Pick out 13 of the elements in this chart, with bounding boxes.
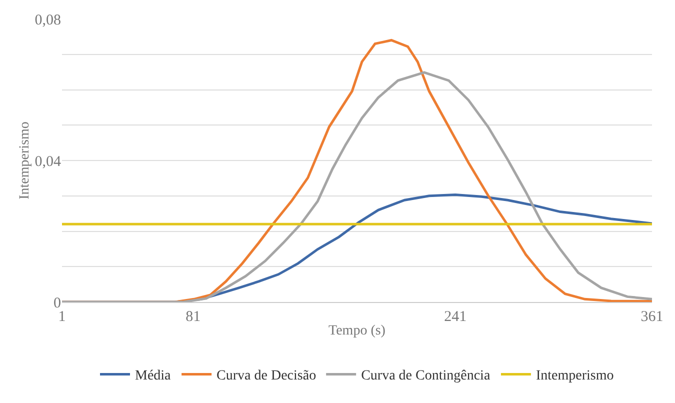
legend-label: Média xyxy=(135,368,172,384)
y-tick-label: 0,04 xyxy=(34,154,62,170)
y-tick-label: 0,08 xyxy=(34,12,61,28)
x-tick-label: 81 xyxy=(186,309,201,325)
y-axis-title: Intemperismo xyxy=(17,122,32,200)
x-axis-title: Tempo (s) xyxy=(328,323,386,338)
x-tick-label: 361 xyxy=(640,309,664,325)
x-tick-label: 241 xyxy=(444,309,467,325)
y-tick-label: 0 xyxy=(54,295,61,312)
legend-label: Curva de Contingência xyxy=(361,368,491,384)
legend-label: Curva de Decisão xyxy=(216,368,316,384)
legend-label: Intemperismo xyxy=(536,368,614,384)
x-tick-label: 1 xyxy=(58,309,66,325)
